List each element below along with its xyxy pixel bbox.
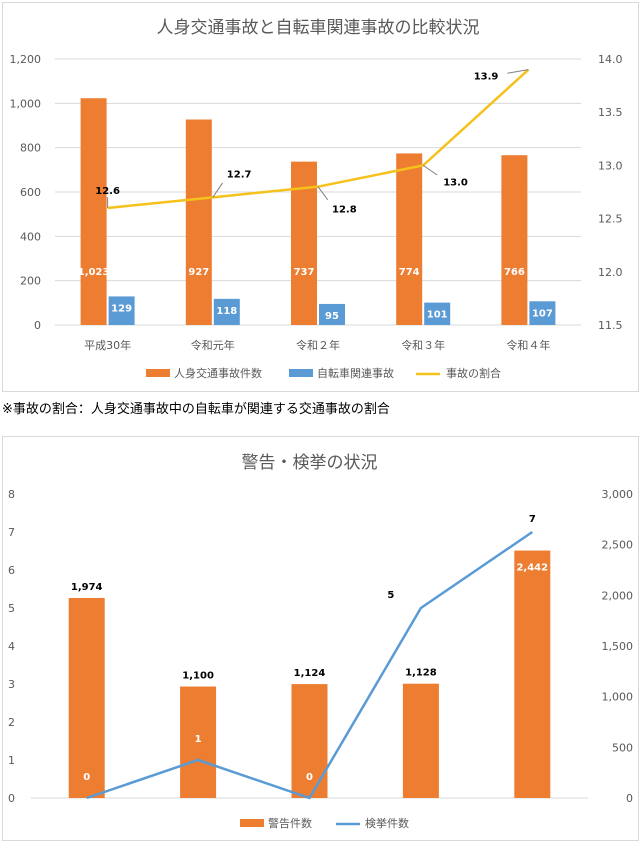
- chart-panel-enforcement: 警告・検挙の状況 0 1 2 3 4 5 6 7 8 0 500 1,000 1,500 2,000 2,50…: [2, 436, 639, 841]
- bar-bicycle: [213, 298, 240, 325]
- y-right-tick-label: 14.0: [598, 53, 623, 66]
- legend-swatch-bicycle: [289, 369, 313, 377]
- bar-accidents: [501, 155, 528, 325]
- ratio-label: 13.0: [443, 177, 468, 188]
- ratio-label-leader: [317, 186, 329, 201]
- arrests-label: 0: [306, 772, 313, 783]
- bar-bicycle-label: 107: [532, 308, 553, 319]
- x-tick-label: 平成30年: [84, 338, 131, 352]
- arrests-label: 5: [387, 590, 394, 601]
- y-right-tick-label: 500: [612, 741, 633, 754]
- legend-label-ratio: 事故の割合: [446, 366, 501, 380]
- legend-swatch-warnings: [240, 819, 264, 827]
- warning-arrest-chart: 警告・検挙の状況01234567805001,0001,5002,0002,50…: [8, 453, 634, 830]
- arrests-label: 7: [529, 514, 536, 525]
- y-right-tick-label: 12.0: [598, 266, 623, 279]
- chart-panel-accidents: 人身交通事故と自転車関連事故の比較状況 0 200 400 600 800 1,000 1,2…: [2, 2, 639, 392]
- ratio-label-leader: [422, 164, 438, 176]
- legend-label-warnings: 警告件数: [268, 816, 312, 830]
- chart-title: 人身交通事故と自転車関連事故の比較状況: [157, 18, 480, 38]
- bar-accidents: [80, 98, 107, 325]
- ratio-footnote: ※事故の割合：人身交通事故中の自転車が関連する交通事故の割合: [2, 402, 390, 417]
- y-left-tick-label: 0: [8, 792, 15, 805]
- legend-label-arrests: 検挙件数: [365, 816, 409, 830]
- y-right-tick-label: 3,000: [602, 488, 634, 501]
- bar-bicycle: [108, 296, 135, 325]
- bar-accidents-label: 1,023: [78, 267, 110, 278]
- bar-warnings-label: 1,128: [405, 668, 437, 679]
- bar-warnings-label: 2,442: [516, 563, 548, 574]
- x-tick-label: 令和４年: [506, 338, 550, 352]
- x-tick-label: 令和３年: [401, 338, 445, 352]
- bar-accidents-label: 766: [504, 267, 525, 278]
- bar-warnings-label: 1,124: [294, 668, 326, 679]
- x-tick-label: 令和元年: [191, 338, 235, 352]
- bar-warnings: [68, 597, 105, 798]
- bar-bicycle: [319, 303, 345, 325]
- arrests-label: 0: [83, 772, 90, 783]
- bar-accidents: [396, 153, 423, 325]
- y-left-tick-label: 3: [8, 678, 15, 691]
- y-right-tick-label: 2,000: [602, 589, 634, 602]
- bar-bicycle-label: 129: [111, 303, 132, 314]
- bar-warnings: [180, 686, 217, 798]
- arrests-label: 1: [195, 734, 202, 745]
- y-left-tick-label: 5: [8, 602, 15, 615]
- y-left-tick-label: 600: [20, 186, 41, 199]
- chart-title: 警告・検挙の状況: [242, 453, 378, 473]
- ratio-label: 12.6: [95, 186, 120, 197]
- ratio-label: 12.7: [227, 169, 252, 180]
- legend-swatch-accidents: [146, 369, 170, 377]
- y-left-tick-label: 4: [8, 640, 15, 653]
- bar-bicycle-label: 101: [427, 310, 448, 321]
- bar-warnings-label: 1,100: [182, 671, 214, 682]
- y-left-tick-label: 8: [8, 488, 15, 501]
- y-left-tick-label: 1: [8, 754, 15, 767]
- y-right-tick-label: 1,000: [602, 691, 634, 704]
- y-left-tick-label: 200: [20, 275, 41, 288]
- y-left-tick-label: 800: [20, 142, 41, 155]
- y-left-tick-label: 1,000: [10, 97, 42, 110]
- y-right-tick-label: 2,500: [602, 539, 634, 552]
- bar-accidents-label: 927: [188, 267, 209, 278]
- legend-label-accidents: 人身交通事故件数: [174, 366, 262, 380]
- x-tick-label: 令和２年: [296, 338, 340, 352]
- bar-accidents-label: 737: [294, 267, 315, 278]
- bar-bicycle-label: 118: [216, 306, 237, 317]
- bar-warnings-label: 1,974: [71, 582, 103, 593]
- legend-label-bicycle: 自転車関連事故: [317, 366, 394, 380]
- ratio-label: 12.8: [332, 205, 357, 216]
- bar-warnings: [402, 683, 439, 798]
- y-right-tick-label: 1,500: [602, 640, 634, 653]
- y-right-tick-label: 13.0: [598, 159, 623, 172]
- y-left-tick-label: 6: [8, 564, 15, 577]
- bar-bicycle: [529, 301, 556, 325]
- ratio-label-leader: [212, 182, 224, 198]
- arrests-line: [86, 530, 534, 800]
- y-right-tick-label: 11.5: [598, 319, 623, 332]
- bar-bicycle-label: 95: [325, 311, 339, 322]
- y-left-tick-label: 1,200: [10, 53, 42, 66]
- y-left-tick-label: 0: [34, 319, 41, 332]
- accident-comparison-chart: 人身交通事故と自転車関連事故の比較状況 0 200 400 600 800 1,000 1,2…: [10, 18, 623, 380]
- bar-accidents-label: 774: [399, 267, 420, 278]
- bar-accidents: [185, 119, 212, 325]
- ratio-label-leader: [507, 69, 529, 74]
- bar-warnings: [514, 550, 551, 798]
- y-left-tick-label: 2: [8, 716, 15, 729]
- bar-bicycle: [424, 302, 451, 325]
- y-left-tick-label: 400: [20, 230, 41, 243]
- ratio-label: 13.9: [474, 72, 499, 83]
- y-left-tick-label: 7: [8, 526, 15, 539]
- y-right-tick-label: 0: [626, 792, 633, 805]
- y-right-tick-label: 13.5: [598, 106, 623, 119]
- y-right-tick-label: 12.5: [598, 213, 623, 226]
